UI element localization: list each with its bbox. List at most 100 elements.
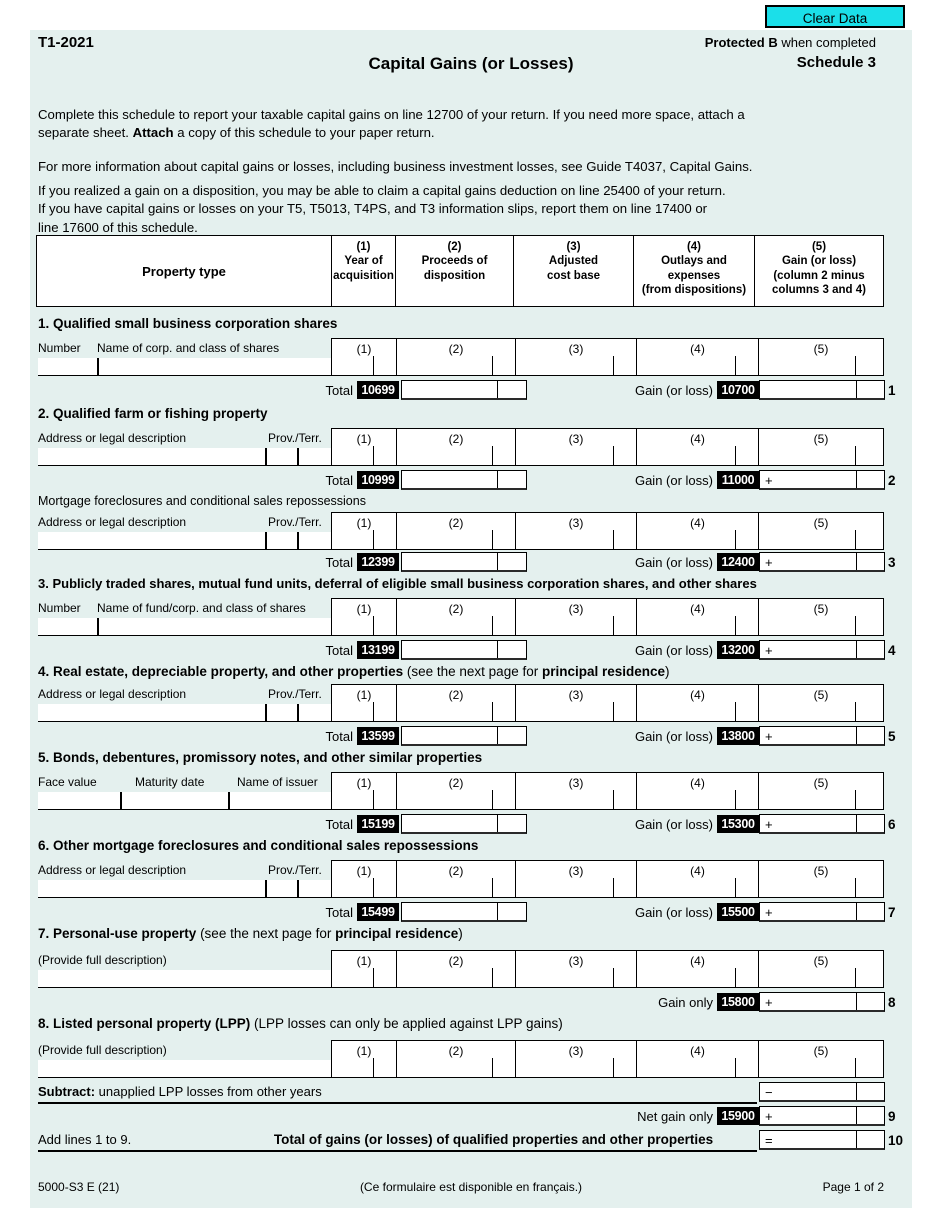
column-5-amount-cell[interactable]: (5): [758, 599, 883, 635]
rule-line: [38, 1150, 757, 1152]
sec4-title-normal: (see the next page for: [403, 664, 542, 679]
rule-line: [38, 1102, 757, 1104]
sec2-total-amount-field[interactable]: [401, 470, 527, 490]
sec6-gain-amount-field[interactable]: +: [759, 902, 885, 922]
mortgage-address-input[interactable]: [38, 532, 331, 550]
column-3-amount-cell[interactable]: (3): [515, 951, 636, 987]
clear-data-button[interactable]: Clear Data: [765, 5, 905, 28]
table-header: Property type (1) Year of acquisition (2…: [36, 235, 884, 307]
mortgage-gain-amount-field[interactable]: +: [759, 552, 885, 572]
total-label: Total: [325, 729, 353, 744]
sec3-gain-amount-field[interactable]: +: [759, 640, 885, 660]
column-2-amount-cell[interactable]: (2): [396, 685, 515, 721]
sec5-total-amount-field[interactable]: [401, 814, 527, 834]
column-4-amount-cell[interactable]: (4): [636, 599, 758, 635]
column-5-amount-cell[interactable]: (5): [758, 861, 883, 897]
column-5-amount-cell[interactable]: (5): [758, 429, 883, 465]
cents-divider: [497, 727, 498, 744]
cents-divider: [735, 878, 736, 897]
cents-divider: [855, 790, 856, 809]
sec3-total-amount-field[interactable]: [401, 640, 527, 660]
sec4-address-input[interactable]: [38, 704, 331, 722]
column-2-amount-cell[interactable]: (2): [396, 339, 515, 375]
lpp-losses-amount-field[interactable]: −: [759, 1082, 885, 1102]
column-4-amount-cell[interactable]: (4): [636, 861, 758, 897]
line-code-10999: 10999: [357, 471, 399, 489]
line-number-2: 2: [888, 473, 896, 488]
sec1-total-amount-field[interactable]: [401, 380, 527, 400]
column-2-amount-cell[interactable]: (2): [396, 1041, 515, 1077]
column-5-amount-cell[interactable]: (5): [758, 773, 883, 809]
column-number-label: (1): [356, 1044, 372, 1058]
sec5-amount-columns: (1) (2) (3) (4) (5): [331, 772, 884, 810]
column-3-amount-cell[interactable]: (3): [515, 339, 636, 375]
grand-total-amount-field[interactable]: =: [759, 1130, 885, 1150]
column-4-amount-cell[interactable]: (4): [636, 339, 758, 375]
sec4-total-amount-field[interactable]: [401, 726, 527, 746]
sec3-number-name-input[interactable]: [38, 618, 331, 636]
net-gain-amount-field[interactable]: +: [759, 1106, 885, 1126]
column-3-amount-cell[interactable]: (3): [515, 513, 636, 549]
sec2-gain-amount-field[interactable]: +: [759, 470, 885, 490]
intro-paragraph-1: Complete this schedule to report your ta…: [38, 106, 880, 143]
cents-divider: [613, 356, 614, 375]
column-5-amount-cell[interactable]: (5): [758, 951, 883, 987]
column-5-amount-cell[interactable]: (5): [758, 685, 883, 721]
field-divider: [228, 792, 230, 809]
column-3-amount-cell[interactable]: (3): [515, 861, 636, 897]
sec7-description-input[interactable]: [38, 970, 331, 988]
column-4-amount-cell[interactable]: (4): [636, 1041, 758, 1077]
column-1-amount-cell[interactable]: (1): [332, 1041, 396, 1077]
line-number-4: 4: [888, 643, 896, 658]
column-3-amount-cell[interactable]: (3): [515, 685, 636, 721]
cents-divider: [855, 356, 856, 375]
column-2-amount-cell[interactable]: (2): [396, 599, 515, 635]
column-3-amount-cell[interactable]: (3): [515, 599, 636, 635]
column-5-amount-cell[interactable]: (5): [758, 1041, 883, 1077]
column-1-amount-cell[interactable]: (1): [332, 429, 396, 465]
column-2-amount-cell[interactable]: (2): [396, 951, 515, 987]
column-2-amount-cell[interactable]: (2): [396, 429, 515, 465]
column-number-label: (2): [448, 864, 464, 878]
line-code-15800: 15800: [717, 993, 759, 1011]
column-1-amount-cell[interactable]: (1): [332, 861, 396, 897]
column-number-label: (4): [690, 342, 705, 356]
sec8-description-input[interactable]: [38, 1060, 331, 1078]
column-1-amount-cell[interactable]: (1): [332, 951, 396, 987]
column-5-amount-cell[interactable]: (5): [758, 339, 883, 375]
mortgage-total-amount-field[interactable]: [401, 552, 527, 572]
column-4-amount-cell[interactable]: (4): [636, 685, 758, 721]
sec7-gain-amount-field[interactable]: +: [759, 992, 885, 1012]
column-3-amount-cell[interactable]: (3): [515, 1041, 636, 1077]
column-1-amount-cell[interactable]: (1): [332, 773, 396, 809]
column-3-amount-cell[interactable]: (3): [515, 773, 636, 809]
column-4-amount-cell[interactable]: (4): [636, 513, 758, 549]
column-2-amount-cell[interactable]: (2): [396, 773, 515, 809]
column-number-label: (1): [356, 776, 372, 790]
column-5-amount-cell[interactable]: (5): [758, 513, 883, 549]
sec2-address-input[interactable]: [38, 448, 331, 466]
sec5-gain-amount-field[interactable]: +: [759, 814, 885, 834]
column-3-amount-cell[interactable]: (3): [515, 429, 636, 465]
sec6-total-amount-field[interactable]: [401, 902, 527, 922]
column-1-amount-cell[interactable]: (1): [332, 599, 396, 635]
column-2-amount-cell[interactable]: (2): [396, 861, 515, 897]
sec6-address-input[interactable]: [38, 880, 331, 898]
column-4-amount-cell[interactable]: (4): [636, 951, 758, 987]
column-number-label: (4): [690, 864, 705, 878]
column-number-label: (3): [568, 954, 584, 968]
column-1-amount-cell[interactable]: (1): [332, 339, 396, 375]
column-4-amount-cell[interactable]: (4): [636, 429, 758, 465]
section-1-entry-row: Number Name of corp. and class of shares…: [30, 338, 912, 376]
column-1-amount-cell[interactable]: (1): [332, 685, 396, 721]
sec1-number-name-input[interactable]: [38, 358, 331, 376]
sec5-issuer-input[interactable]: [38, 792, 331, 810]
sec1-gain-amount-field[interactable]: [759, 380, 885, 400]
field-divider: [265, 704, 267, 721]
plus-symbol: +: [765, 905, 773, 920]
column-1-amount-cell[interactable]: (1): [332, 513, 396, 549]
column-4-amount-cell[interactable]: (4): [636, 773, 758, 809]
sec4-gain-amount-field[interactable]: +: [759, 726, 885, 746]
column-2-amount-cell[interactable]: (2): [396, 513, 515, 549]
section-7-title: 7. Personal-use property (see the next p…: [38, 926, 898, 941]
